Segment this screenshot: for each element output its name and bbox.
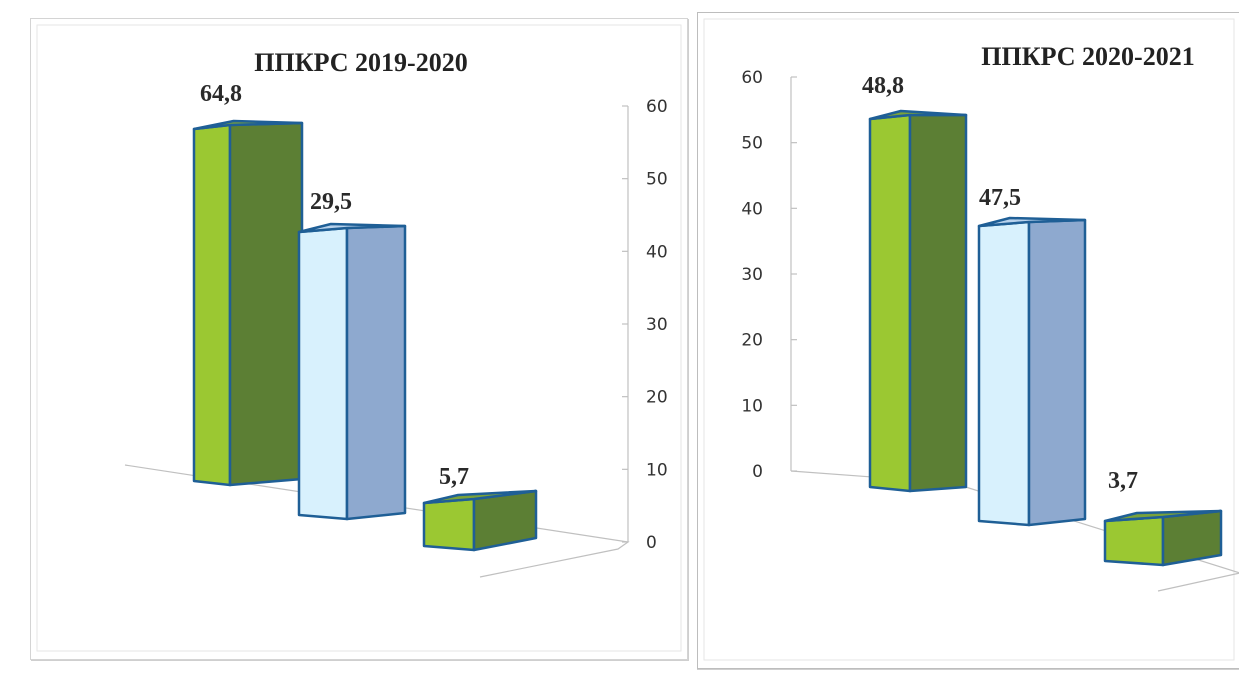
- plot-area-border: [703, 18, 1235, 661]
- bar-side-face: [1027, 218, 1087, 527]
- bar-side-face: [1161, 509, 1223, 567]
- bar-top-face: [977, 216, 1087, 228]
- y-tick-label: 60: [741, 68, 763, 88]
- bar-1: [868, 109, 968, 493]
- y-tick-label: 50: [646, 170, 668, 190]
- y-tick-label: 10: [646, 460, 668, 480]
- bar-side-face: [472, 489, 538, 552]
- y-tick-label: 30: [646, 315, 668, 335]
- bar-top-face: [1103, 509, 1223, 523]
- data-label: 3,7: [1108, 468, 1138, 494]
- y-tick-label: 0: [646, 533, 657, 553]
- data-label: 64,8: [200, 81, 242, 107]
- bar-front-face: [192, 123, 232, 487]
- bar-top-face: [422, 489, 538, 505]
- bar-front-face: [977, 220, 1031, 527]
- chart-panel-2019-2020: ППКРС 2019-2020 0 10 20 30 40 50 60 64,8 29,5 5,7: [30, 18, 688, 660]
- bar-top-face: [297, 222, 407, 234]
- bar-front-face: [868, 113, 912, 493]
- plot-area-border: [36, 24, 682, 652]
- data-label: 29,5: [310, 189, 352, 215]
- bar-front-face: [422, 497, 476, 552]
- bar-side-face: [908, 113, 968, 493]
- data-label: 5,7: [439, 464, 469, 490]
- y-tick-label: 60: [646, 97, 668, 117]
- y-tick-label: 40: [646, 242, 668, 262]
- y-tick-label: 10: [741, 396, 763, 416]
- bar-top-face: [192, 119, 304, 131]
- bar-side-face: [228, 121, 304, 487]
- chart-2019-2020: ППКРС 2019-2020 0 10 20 30 40 50 60 64,8 29,5 5,7: [36, 24, 682, 652]
- bar-front-face: [297, 226, 349, 521]
- data-label: 48,8: [862, 73, 904, 99]
- y-tick-label: 40: [741, 199, 763, 219]
- bar-3: [1103, 509, 1223, 567]
- bar-top-face: [868, 109, 968, 121]
- bar-3: [422, 489, 538, 552]
- bar-front-face: [1103, 515, 1165, 567]
- chart-title: ППКРС 2020-2021: [981, 42, 1194, 71]
- bar-1: [192, 119, 304, 487]
- bar-2: [977, 216, 1087, 527]
- data-label: 47,5: [979, 185, 1021, 211]
- y-tick-label: 50: [741, 134, 763, 154]
- y-tick-label: 30: [741, 265, 763, 285]
- bar-2: [297, 222, 407, 521]
- y-tick-label: 0: [752, 462, 763, 482]
- y-tick-label: 20: [646, 388, 668, 408]
- chart-panel-2020-2021: ППКРС 2020-2021 0 10 20 30 40 50 60 48,8 47,5 3,7: [697, 12, 1239, 669]
- chart-title: ППКРС 2019-2020: [254, 48, 467, 77]
- y-tick-label: 20: [741, 331, 763, 351]
- chart-2020-2021: ППКРС 2020-2021 0 10 20 30 40 50 60 48,8 47,5 3,7: [703, 18, 1239, 661]
- bar-side-face: [345, 224, 407, 521]
